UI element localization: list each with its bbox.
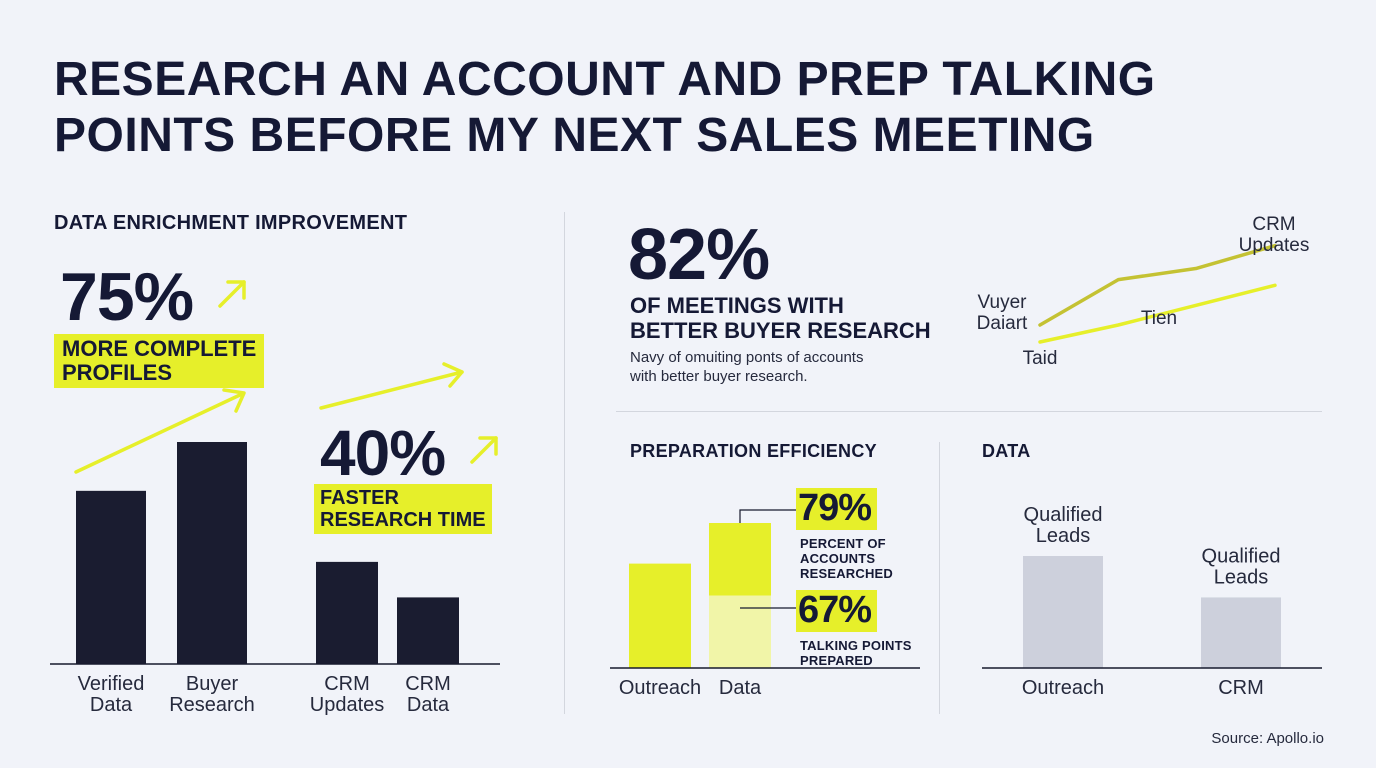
stat-67-block: 67% TALKING POINTS PREPARED (796, 589, 912, 668)
enrichment-bar-2 (177, 442, 247, 664)
enrichment-category-label: CRM Data (405, 673, 451, 716)
data-bar-2 (1201, 597, 1281, 668)
trend-annotation-label: Taid (1023, 348, 1058, 369)
trend-series-line-2 (1038, 283, 1277, 344)
enrichment-bar-1 (76, 490, 146, 664)
trend-series-label-crm-updates: CRM Updates (1239, 214, 1310, 256)
stat-40-label-line2: RESEARCH TIME (320, 509, 486, 531)
stat-82-heading-line1: OF MEETINGS WITH (630, 293, 844, 318)
leader-line-79 (739, 509, 796, 523)
trend-series-label-tien: Tien (1141, 308, 1177, 329)
preparation-bar-1-segment-1 (629, 563, 691, 668)
section-title-preparation: PREPARATION EFFICIENCY (630, 441, 877, 461)
stat-79-value: 79% (796, 487, 878, 530)
stat-75-label: MORE COMPLETE PROFILES (54, 334, 265, 389)
divider-vertical-main (564, 212, 565, 714)
stat-82-description-line1: Navy of omuiting ponts of accounts (630, 349, 864, 366)
divider-vertical-right (939, 442, 940, 714)
stat-40-label: FASTER RESEARCH TIME (314, 484, 492, 534)
stat-82-description-line2: with better buyer research. (630, 368, 808, 385)
section-title-data: DATA (982, 441, 1031, 461)
stat-79-block: 79% PERCENT OF ACCOUNTS RESEARCHED (796, 487, 894, 581)
preparation-category-label: Outreach (619, 677, 701, 699)
stat-82-heading: OF MEETINGS WITH BETTER BUYER RESEARCH (630, 293, 931, 343)
arrow-up-right-icon (319, 362, 464, 410)
preparation-bar-2-segment-2 (709, 523, 771, 596)
enrichment-category-label: CRM Updates (310, 673, 385, 716)
trend-series-line-1 (1038, 243, 1277, 327)
stat-67-label-line2: PREPARED (800, 652, 873, 668)
trend-line-chart: CRM Updates Tien Vuyer Daiart Taid (977, 214, 1310, 369)
section-title-enrichment: DATA ENRICHMENT IMPROVEMENT (54, 212, 408, 234)
arrow-up-right-icon (470, 436, 498, 464)
stat-82-heading-line2: BETTER BUYER RESEARCH (630, 318, 931, 343)
data-bar-1 (1023, 556, 1103, 668)
arrow-up-right-icon (218, 280, 246, 308)
enrichment-category-label: Verified Data (78, 673, 145, 716)
arrow-up-right-icon (74, 388, 246, 474)
page-title: RESEARCH AN ACCOUNT AND PREP TALKING POI… (54, 53, 1156, 162)
stat-67-label-line1: TALKING POINTS (800, 637, 912, 653)
trend-annotation-label: Vuyer Daiart (977, 292, 1028, 334)
enrichment-bar-chart: Verified Data Buyer Research CRM Updates CRM Da… (50, 280, 500, 716)
stat-75-label-line1: MORE COMPLETE (62, 336, 257, 361)
data-bar-chart: Qualified Leads Outreach Qualified Leads CRM (982, 504, 1322, 699)
stat-79-label-line1: PERCENT OF (800, 535, 886, 551)
stat-82-value: 82% (628, 215, 770, 295)
stat-79-label-line3: RESEARCHED (800, 565, 894, 581)
stat-79-label-line2: ACCOUNTS (800, 550, 876, 566)
data-category-label: Outreach (1022, 677, 1104, 699)
stat-67-value: 67% (796, 589, 878, 632)
stat-82-description: Navy of omuiting ponts of accounts with … (630, 348, 863, 386)
enrichment-bar-4 (397, 597, 459, 664)
preparation-bar-2-segment-1 (709, 595, 771, 668)
preparation-bar-chart: Outreach Data (610, 509, 920, 699)
stat-40-label-line1: FASTER (320, 487, 399, 509)
enrichment-bar-3 (316, 561, 378, 664)
data-bar-label: Qualified Leads (1024, 504, 1103, 547)
data-category-label: CRM (1218, 677, 1264, 699)
preparation-category-label: Data (719, 677, 762, 699)
stat-75-label-line2: PROFILES (62, 360, 173, 386)
stat-75-value: 75% (60, 259, 194, 335)
data-bar-label: Qualified Leads (1202, 545, 1281, 588)
stat-40-value: 40% (320, 417, 446, 489)
enrichment-category-label: Buyer Research (169, 673, 255, 716)
divider-horizontal-right (616, 411, 1322, 412)
source-note: Source: Apollo.io (1211, 730, 1324, 747)
